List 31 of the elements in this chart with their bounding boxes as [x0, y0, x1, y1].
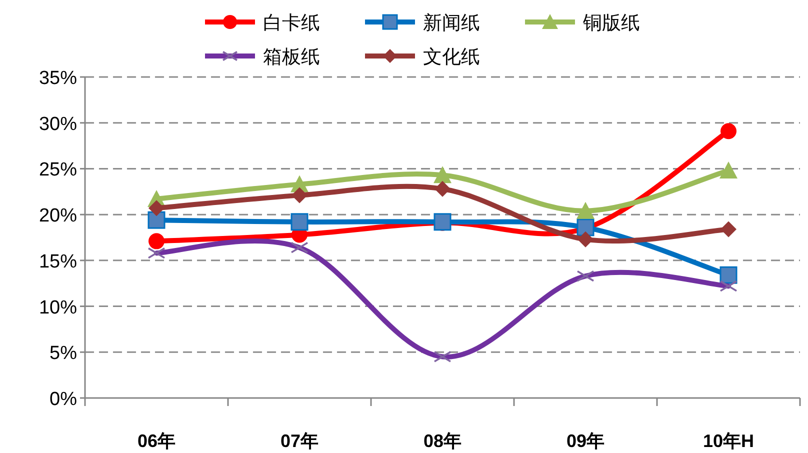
legend-label: 文化纸 [423, 47, 480, 68]
y-tick-label: 25% [38, 160, 78, 181]
x-tick-label: 08年 [423, 431, 462, 451]
x-tick-label: 10年H [702, 431, 754, 451]
point [720, 123, 736, 140]
point [720, 266, 738, 284]
legend-label: 铜版纸 [582, 13, 640, 34]
x-tick-label: 09年 [566, 431, 605, 451]
point [434, 180, 450, 197]
point [576, 202, 594, 219]
point [292, 187, 308, 204]
y-tick-label: 20% [38, 206, 78, 227]
x-tick-label: 07年 [280, 431, 319, 451]
y-tick-label: 5% [50, 343, 78, 364]
legend-label: 白卡纸 [263, 13, 320, 34]
point [148, 233, 164, 250]
legend-label: 新闻纸 [423, 12, 480, 34]
point [720, 221, 736, 238]
y-tick-label: 15% [38, 251, 78, 272]
point [148, 200, 164, 216]
point [148, 211, 166, 229]
point [578, 231, 594, 248]
legend-label: 箱板纸 [263, 47, 320, 68]
y-tick-label: 30% [38, 114, 78, 135]
point [290, 213, 308, 231]
y-tick-label: 0% [50, 389, 78, 410]
point [434, 166, 452, 184]
y-tick-label: 10% [38, 297, 78, 318]
point [720, 162, 738, 179]
x-tick-label: 06年 [137, 431, 176, 451]
y-tick-label: 35% [38, 68, 78, 89]
